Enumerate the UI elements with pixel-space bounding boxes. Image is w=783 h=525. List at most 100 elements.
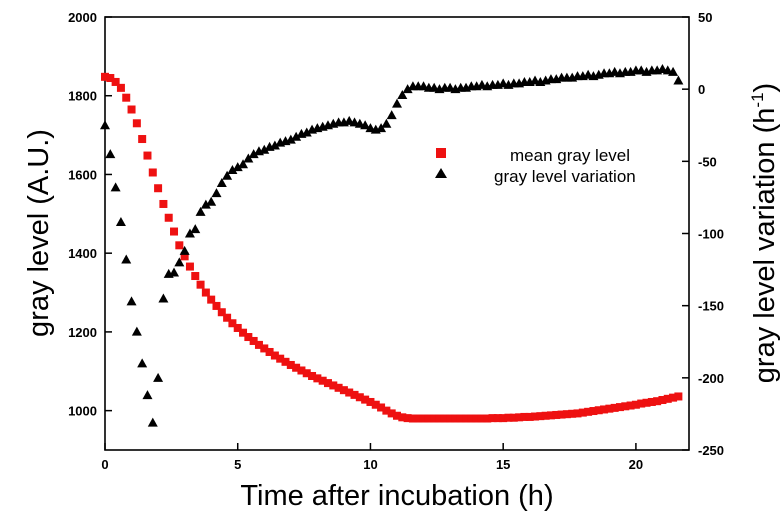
gray-level-variation-point (169, 267, 180, 277)
right-axis-title-superscript: -1 (748, 92, 767, 107)
mean-gray-level-point (477, 414, 486, 423)
right-y-tick-label: -250 (698, 443, 724, 458)
mean-gray-level-point (111, 77, 120, 86)
right-y-tick-label: -100 (698, 227, 724, 242)
mean-gray-level-point (350, 390, 359, 399)
left-y-tick-label: 2000 (68, 10, 97, 25)
mean-gray-level-point (276, 354, 285, 363)
x-tick-label: 20 (629, 457, 643, 472)
mean-gray-level-point (180, 252, 189, 261)
left-axis-title: gray level (A.U.) (23, 129, 55, 337)
gray-level-variation-point (291, 131, 302, 141)
mean-gray-level-point (196, 280, 205, 289)
mean-gray-level-point (658, 396, 667, 405)
mean-gray-level-point (116, 83, 125, 92)
legend-marker-mean-gray-level (436, 148, 446, 158)
mean-gray-level-point (382, 406, 391, 415)
mean-gray-level-point (361, 395, 370, 404)
mean-gray-level-point (254, 340, 263, 349)
gray-level-variation-point (301, 127, 312, 137)
mean-gray-level-point (557, 410, 566, 419)
gray-level-variation-point (392, 98, 402, 108)
gray-level-variation-point (174, 257, 185, 267)
mean-gray-level-point (393, 411, 401, 420)
mean-gray-level-point (159, 199, 168, 208)
gray-level-variation-point (285, 134, 296, 144)
mean-gray-level-point (414, 414, 423, 423)
gray-level-variation-point (126, 296, 137, 306)
right-y-tick-label: -50 (698, 154, 717, 169)
legend-label-mean-gray-level: mean gray level (510, 146, 630, 165)
mean-gray-level-point (292, 363, 301, 372)
mean-gray-level-point (600, 405, 609, 414)
mean-gray-level-point (451, 414, 460, 423)
mean-gray-level-point (552, 410, 561, 419)
mean-gray-level-point (170, 227, 179, 236)
mean-gray-level-point (435, 414, 444, 423)
gray-level-variation-point (238, 159, 249, 169)
left-y-tick-label: 1400 (68, 246, 97, 261)
mean-gray-level-point (610, 403, 619, 412)
gray-level-variation-point (243, 153, 254, 163)
mean-gray-level-point (467, 414, 476, 423)
mean-gray-level-point (621, 402, 630, 411)
mean-gray-level-point (647, 397, 656, 406)
mean-gray-level-point (101, 72, 109, 81)
gray-level-variation-point (360, 120, 371, 130)
mean-gray-level-point (154, 184, 163, 193)
gray-level-variation-point (137, 358, 148, 368)
gray-level-variation-point (386, 110, 397, 120)
x-tick-label: 15 (496, 457, 510, 472)
mean-gray-level-point (148, 168, 157, 177)
mean-gray-level-point (488, 414, 497, 423)
gray-level-variation-point (179, 245, 190, 255)
mean-gray-level-point (260, 344, 269, 353)
gray-level-variation-point (402, 84, 413, 94)
legend-marker-gray-level-variation (435, 168, 447, 178)
mean-gray-level-point (164, 213, 173, 222)
mean-gray-level-point (281, 357, 290, 366)
mean-gray-level-point (403, 414, 412, 423)
mean-gray-level-point (270, 351, 279, 360)
right-y-tick-label: -200 (698, 371, 724, 386)
mean-gray-level-point (615, 403, 624, 412)
gray-level-variation-point (376, 123, 387, 133)
mean-gray-level-point (334, 383, 343, 392)
mean-gray-level-point (302, 369, 311, 378)
right-y-tick-label: -150 (698, 299, 724, 314)
mean-gray-level-point (562, 410, 571, 419)
gray-level-variation-point (131, 326, 142, 336)
mean-gray-level-point (308, 371, 317, 380)
mean-gray-level-point (175, 241, 184, 250)
mean-gray-level-point (430, 414, 439, 423)
x-tick-label: 0 (101, 457, 108, 472)
left-y-tick-label: 1200 (68, 325, 97, 340)
gray-level-variation-point (381, 118, 392, 128)
mean-gray-level-point (626, 401, 635, 410)
mean-gray-level-point (138, 135, 147, 144)
mean-gray-level-point (653, 397, 662, 406)
mean-gray-level-point (318, 376, 327, 385)
gray-level-variation-point (222, 170, 233, 180)
mean-gray-level-series (101, 72, 683, 423)
left-y-tick-label: 1800 (68, 89, 97, 104)
right-y-tick-label: 50 (698, 10, 712, 25)
mean-gray-level-point (594, 406, 603, 415)
gray-level-variation-point (200, 199, 211, 209)
mean-gray-level-point (456, 414, 465, 423)
mean-gray-level-point (531, 412, 540, 421)
mean-gray-level-point (217, 308, 226, 317)
mean-gray-level-point (127, 105, 136, 114)
gray-level-variation-point (115, 216, 126, 226)
x-tick-label: 5 (234, 457, 241, 472)
mean-gray-level-point (329, 381, 338, 390)
gray-level-variation-point (259, 144, 270, 154)
mean-gray-level-point (408, 414, 417, 423)
mean-gray-level-point (132, 119, 141, 128)
mean-gray-level-point (578, 408, 587, 417)
mean-gray-level-point (631, 400, 640, 409)
x-tick-label: 10 (363, 457, 377, 472)
mean-gray-level-point (191, 272, 200, 281)
mean-gray-level-point (239, 328, 248, 337)
